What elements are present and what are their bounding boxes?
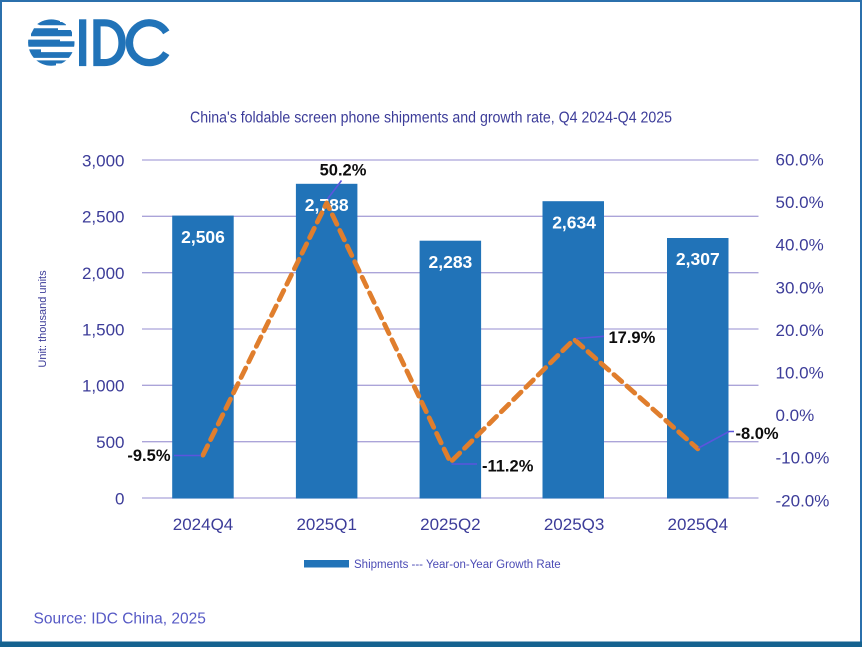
svg-text:2,000: 2,000 — [82, 264, 125, 283]
svg-text:2,307: 2,307 — [676, 249, 720, 269]
svg-text:-8.0%: -8.0% — [736, 425, 779, 443]
svg-text:2,283: 2,283 — [429, 252, 473, 272]
svg-text:-11.2%: -11.2% — [482, 458, 534, 476]
svg-text:-20.0%: -20.0% — [776, 491, 830, 510]
svg-text:1,500: 1,500 — [82, 320, 125, 339]
svg-text:Shipments --- Year-on-Year Gro: Shipments --- Year-on-Year Growth Rate — [354, 559, 561, 571]
svg-text:2025Q2: 2025Q2 — [420, 515, 481, 534]
svg-text:17.9%: 17.9% — [609, 329, 656, 347]
svg-text:2025Q4: 2025Q4 — [668, 515, 729, 534]
svg-text:China's foldable screen phone: China's foldable screen phone shipments … — [190, 110, 672, 127]
svg-text:2025Q1: 2025Q1 — [296, 515, 357, 534]
svg-text:30.0%: 30.0% — [776, 278, 824, 297]
svg-text:0: 0 — [115, 489, 124, 508]
svg-text:2,634: 2,634 — [552, 212, 596, 232]
svg-text:-10.0%: -10.0% — [776, 449, 830, 468]
svg-text:3,000: 3,000 — [82, 151, 125, 170]
svg-text:2025Q3: 2025Q3 — [544, 515, 605, 534]
svg-text:20.0%: 20.0% — [776, 321, 824, 340]
svg-text:40.0%: 40.0% — [776, 236, 824, 255]
svg-text:-9.5%: -9.5% — [127, 447, 170, 465]
svg-text:50.2%: 50.2% — [320, 162, 367, 180]
svg-text:50.0%: 50.0% — [776, 193, 824, 212]
svg-text:0.0%: 0.0% — [776, 406, 815, 425]
svg-text:Unit: thousand units: Unit: thousand units — [37, 270, 49, 368]
svg-text:500: 500 — [96, 433, 124, 452]
svg-text:2,500: 2,500 — [82, 208, 125, 227]
svg-text:60.0%: 60.0% — [776, 151, 824, 170]
svg-text:10.0%: 10.0% — [776, 364, 824, 383]
svg-text:2024Q4: 2024Q4 — [173, 515, 234, 534]
svg-text:Source: IDC China, 2025: Source: IDC China, 2025 — [34, 611, 206, 628]
svg-text:2,506: 2,506 — [181, 227, 225, 247]
svg-text:1,000: 1,000 — [82, 377, 125, 396]
